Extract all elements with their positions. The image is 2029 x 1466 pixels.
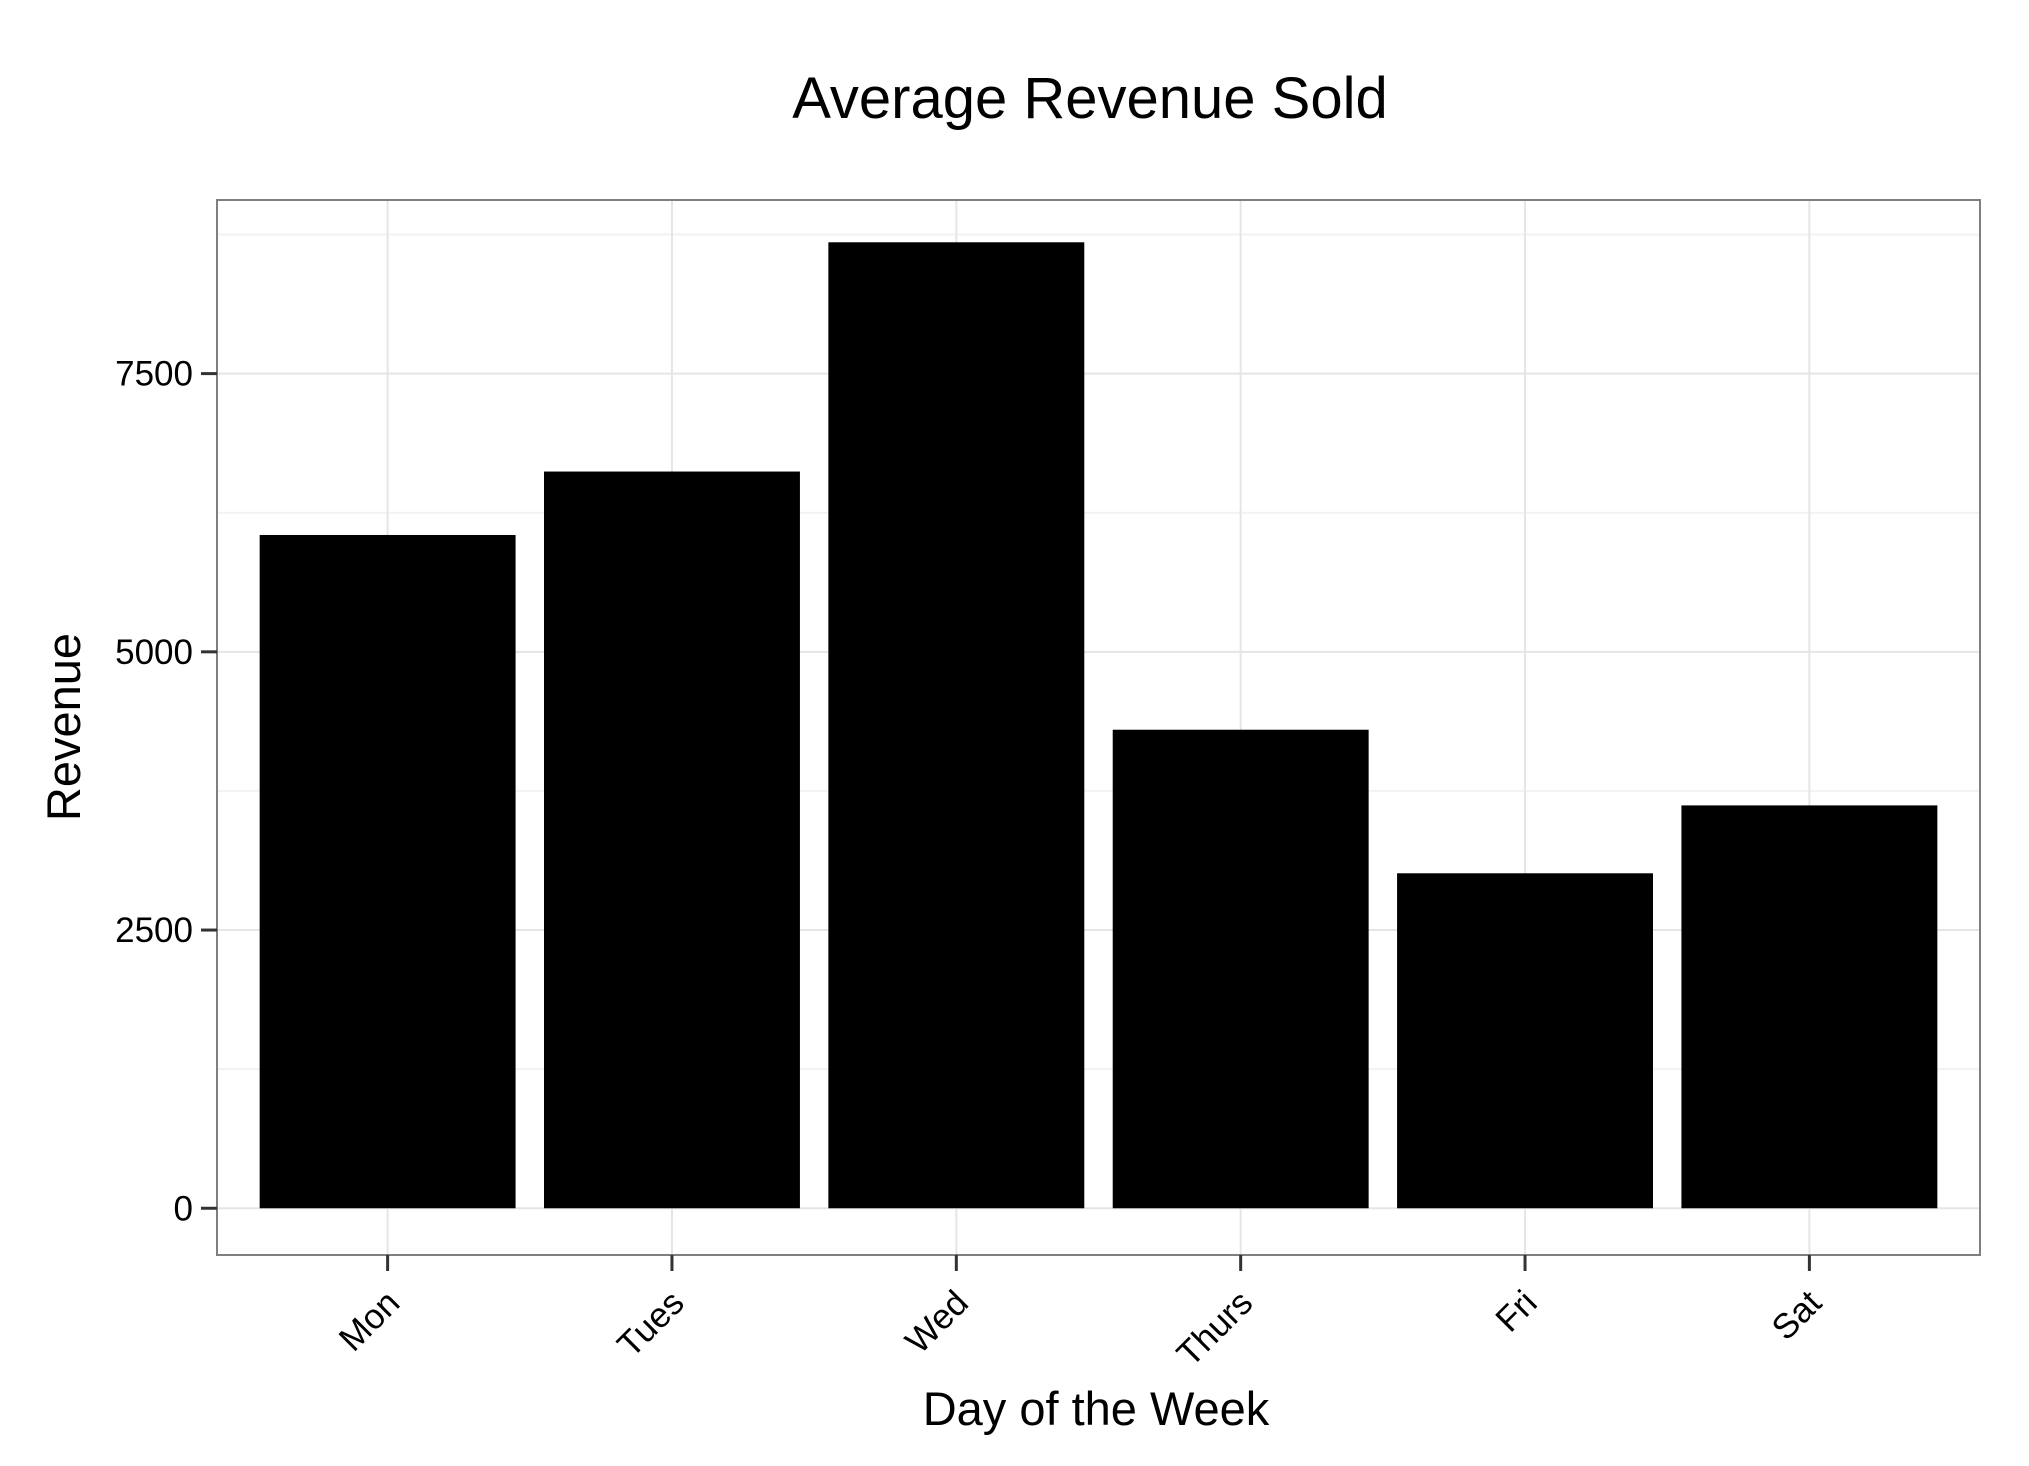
- bar-sat: [1681, 805, 1938, 1209]
- bar-tues: [544, 471, 800, 1209]
- y-tick-label: 2500: [115, 911, 193, 950]
- y-axis: 0 2500 5000 7500: [115, 355, 217, 1228]
- bar-wed: [828, 242, 1085, 1209]
- bar-mon: [259, 534, 516, 1209]
- bar-fri: [1397, 873, 1653, 1209]
- bar-thurs: [1112, 729, 1369, 1209]
- y-axis-title: Revenue: [37, 633, 90, 821]
- x-axis-title: Day of the Week: [923, 1382, 1270, 1435]
- y-tick-label: 7500: [115, 355, 193, 394]
- bars: [259, 242, 1938, 1209]
- y-tick-label: 0: [174, 1189, 193, 1228]
- chart-title: Average Revenue Sold: [792, 66, 1387, 131]
- plot-panel-border: [216, 199, 1981, 1256]
- y-tick-label: 5000: [115, 633, 193, 672]
